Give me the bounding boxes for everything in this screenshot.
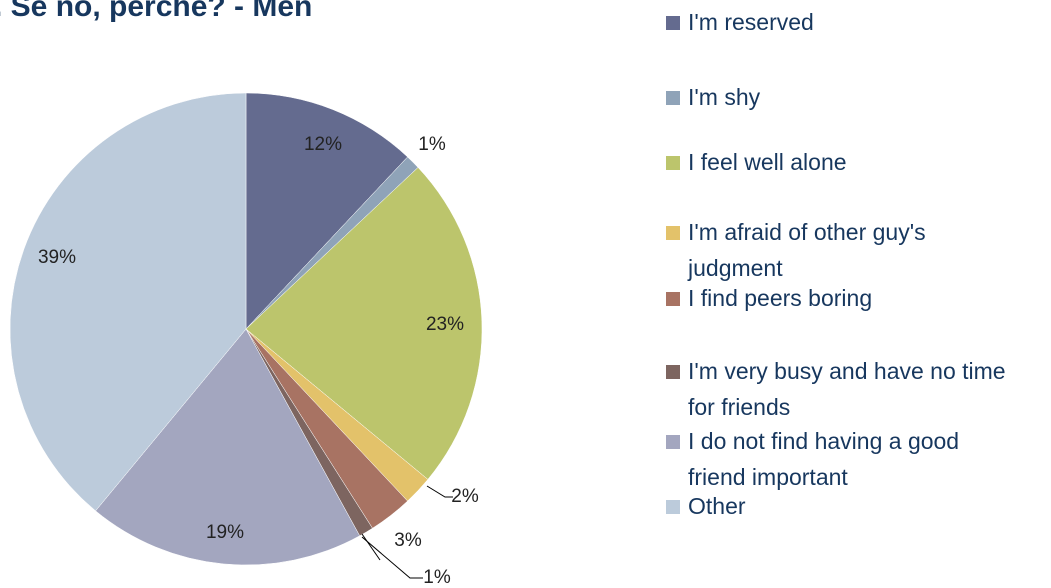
data-label: 1%	[418, 134, 446, 155]
legend-item: I'm reserved	[666, 4, 1016, 40]
chart-title: . Se no, perchè? - Men	[0, 0, 312, 23]
legend-label: I find peers boring	[688, 285, 873, 311]
legend-label: I'm very busy and have no time for frien…	[688, 358, 1006, 420]
legend-label: I'm shy	[688, 84, 761, 110]
legend-item: I find peers boring	[666, 280, 1016, 316]
data-label: 1%	[423, 567, 451, 588]
legend-item: Other	[666, 488, 1016, 524]
data-label: 39%	[38, 247, 76, 268]
pie-slice	[9, 92, 247, 512]
legend-label: Other	[688, 493, 746, 519]
data-label: 3%	[394, 530, 422, 551]
legend-item: I'm shy	[666, 79, 1016, 115]
leader-line	[426, 485, 453, 498]
leader-line	[361, 536, 423, 579]
legend-label: I feel well alone	[688, 149, 847, 175]
legend-swatch	[666, 16, 680, 30]
legend-item: I do not find having a good friend impor…	[666, 423, 1016, 495]
pie-slice	[245, 167, 483, 480]
leader-line	[361, 533, 381, 561]
legend-swatch	[666, 156, 680, 170]
legend-swatch	[666, 91, 680, 105]
legend-item: I'm afraid of other guy's judgment	[666, 214, 1016, 286]
legend-label: I'm reserved	[688, 9, 814, 35]
pie-slice	[245, 92, 408, 330]
pie-slice	[95, 328, 361, 566]
data-label: 12%	[304, 134, 342, 155]
legend-item: I feel well alone	[666, 144, 1016, 180]
legend-swatch	[666, 435, 680, 449]
legend-label: I do not find having a good friend impor…	[688, 428, 960, 490]
legend-label: I'm afraid of other guy's judgment	[688, 219, 926, 281]
legend-swatch	[666, 500, 680, 514]
legend-swatch	[666, 292, 680, 306]
legend-item: I'm very busy and have no time for frien…	[666, 353, 1016, 425]
legend-swatch	[666, 226, 680, 240]
legend-swatch	[666, 365, 680, 379]
data-label: 2%	[451, 486, 479, 507]
data-label: 23%	[426, 314, 464, 335]
data-label: 19%	[206, 522, 244, 543]
